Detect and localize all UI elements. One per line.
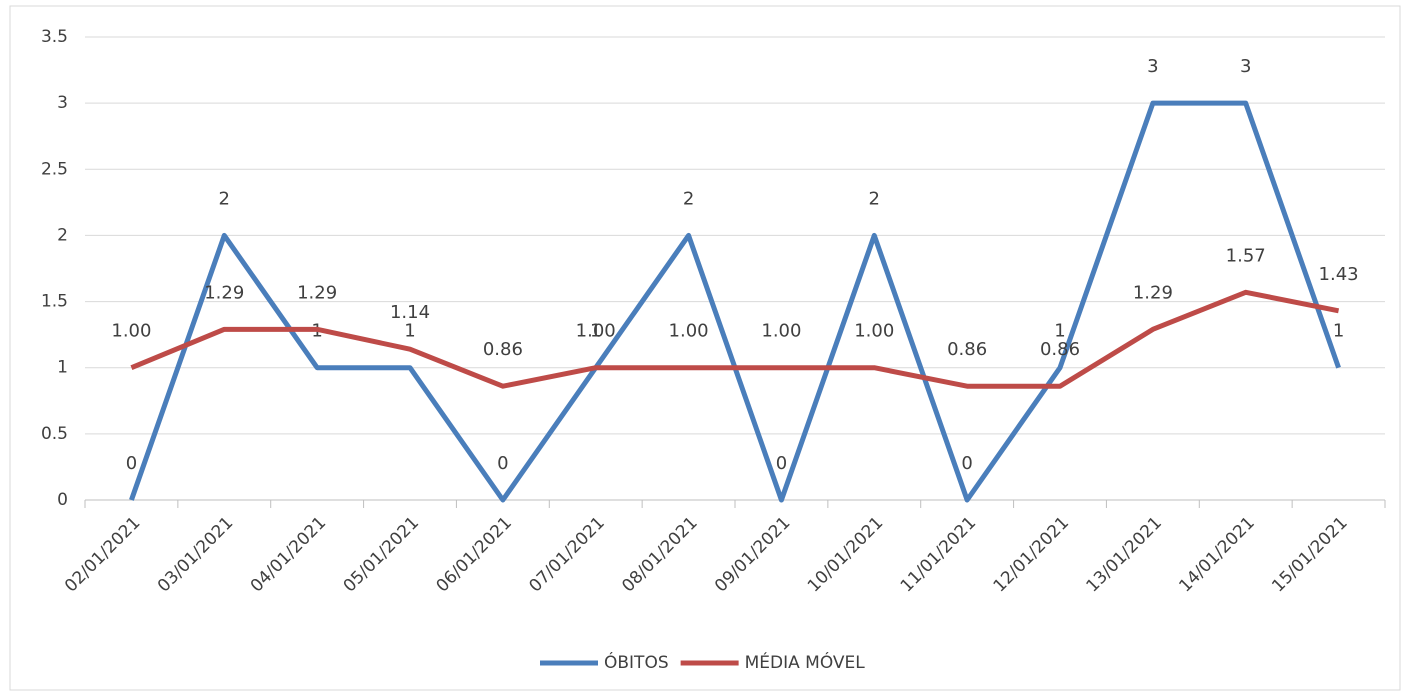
y-tick-label: 0 (57, 490, 68, 510)
data-label: 3 (1147, 56, 1158, 77)
data-label: 1.29 (204, 282, 244, 303)
x-tick-label: 04/01/2021 (247, 513, 330, 596)
data-label: 0 (497, 453, 508, 474)
x-tick-label: 11/01/2021 (897, 513, 980, 596)
data-label: 1 (1054, 321, 1065, 342)
x-tick-label: 08/01/2021 (618, 513, 701, 596)
data-label: 1.00 (669, 321, 709, 342)
x-tick-label: 12/01/2021 (990, 513, 1073, 596)
data-label: 1.00 (111, 321, 151, 342)
data-label: 0 (961, 453, 972, 474)
data-label: 1.00 (854, 321, 894, 342)
data-label: 0.86 (947, 339, 987, 360)
data-label: 1 (1333, 321, 1344, 342)
y-tick-label: 2 (57, 225, 68, 245)
data-label: 1.00 (576, 321, 616, 342)
x-tick-label: 06/01/2021 (433, 513, 516, 596)
x-tick-label: 14/01/2021 (1175, 513, 1258, 596)
data-label: 0.86 (483, 339, 523, 360)
data-label: 1.43 (1319, 264, 1359, 285)
x-tick-label: 10/01/2021 (804, 513, 887, 596)
x-tick-label: 13/01/2021 (1083, 513, 1166, 596)
data-label: 0.86 (1040, 339, 1080, 360)
x-tick-label: 02/01/2021 (61, 513, 144, 596)
data-label: 1.29 (1133, 282, 1173, 303)
y-tick-label: 1 (57, 358, 68, 378)
data-label: 3 (1240, 56, 1251, 77)
legend-label: ÓBITOS (604, 651, 669, 673)
x-tick-label: 07/01/2021 (525, 513, 608, 596)
y-tick-label: 2.5 (41, 159, 68, 179)
data-label: 1 (590, 321, 601, 342)
data-label: 1 (404, 321, 415, 342)
y-tick-label: 3 (57, 93, 68, 113)
x-tick-label: 05/01/2021 (340, 513, 423, 596)
chart-frame (9, 5, 1401, 691)
y-tick-label: 1.5 (41, 292, 68, 312)
data-label: 1.14 (390, 302, 430, 323)
y-tick-label: 0.5 (41, 424, 68, 444)
data-label: 1.57 (1226, 245, 1266, 266)
x-tick-label: 03/01/2021 (154, 513, 237, 596)
data-label: 1.00 (761, 321, 801, 342)
data-label: 2 (219, 188, 230, 209)
data-label: 0 (776, 453, 787, 474)
data-label: 2 (683, 188, 694, 209)
series-line (130, 289, 1340, 389)
data-label: 0 (126, 453, 137, 474)
x-tick-label: 15/01/2021 (1268, 513, 1351, 596)
legend-label: MÉDIA MÓVEL (745, 651, 866, 673)
data-label: 1.29 (297, 282, 337, 303)
y-tick-label: 3.5 (41, 27, 68, 47)
x-tick-label: 09/01/2021 (711, 513, 794, 596)
data-label: 2 (869, 188, 880, 209)
